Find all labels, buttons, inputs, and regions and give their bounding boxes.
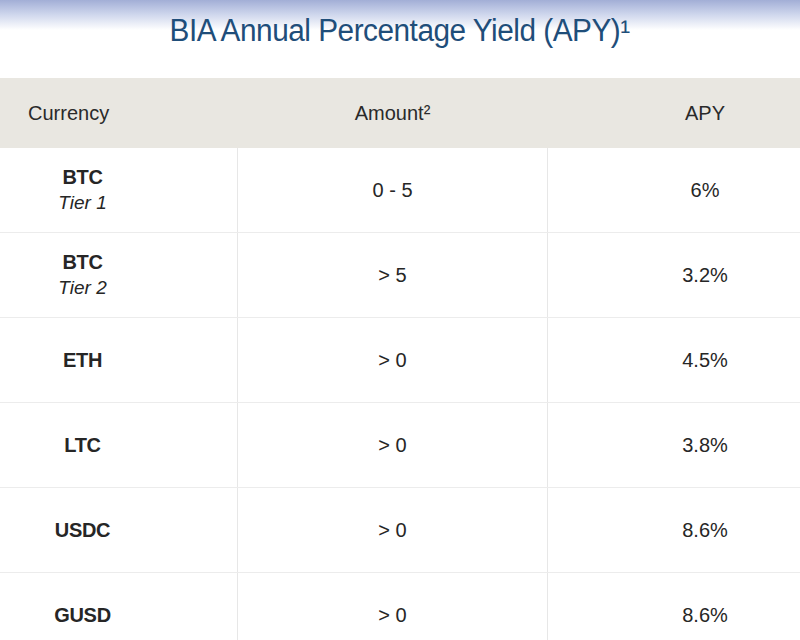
page: BIA Annual Percentage Yield (APY)¹ Curre… <box>0 0 800 640</box>
apy-cell: 8.6% <box>548 604 800 627</box>
amount-value: > 0 <box>238 434 547 457</box>
amount-value: > 5 <box>238 264 547 287</box>
table-header-row: Currency Amount² APY <box>0 78 800 148</box>
currency-name: BTC <box>62 251 102 274</box>
table-row: BTC Tier 2 > 5 3.2% <box>0 233 800 318</box>
amount-cell: 0 - 5 <box>237 148 548 232</box>
apy-cell: 6% <box>548 179 800 202</box>
currency-cell: BTC Tier 2 <box>0 233 237 317</box>
amount-value: 0 - 5 <box>238 179 547 202</box>
currency-name: BTC <box>62 166 102 189</box>
column-header-apy: APY <box>548 102 800 125</box>
amount-value: > 0 <box>238 519 547 542</box>
currency-name: GUSD <box>54 604 111 627</box>
amount-cell: > 5 <box>237 233 548 317</box>
currency-cell: USDC <box>0 488 237 572</box>
amount-cell: > 0 <box>237 488 548 572</box>
amount-cell: > 0 <box>237 403 548 487</box>
page-title: BIA Annual Percentage Yield (APY)¹ <box>170 13 630 49</box>
apy-cell: 4.5% <box>548 349 800 372</box>
apy-cell: 8.6% <box>548 519 800 542</box>
table-row: GUSD > 0 8.6% <box>0 573 800 640</box>
apy-cell: 3.2% <box>548 264 800 287</box>
table-row: BTC Tier 1 0 - 5 6% <box>0 148 800 233</box>
currency-cell: LTC <box>0 403 237 487</box>
currency-name: USDC <box>55 519 110 542</box>
top-gradient-banner: BIA Annual Percentage Yield (APY)¹ <box>0 0 800 78</box>
column-header-currency: Currency <box>0 102 237 125</box>
currency-tier: Tier 1 <box>58 192 106 214</box>
column-header-amount: Amount² <box>237 102 548 125</box>
table-row: ETH > 0 4.5% <box>0 318 800 403</box>
currency-tier: Tier 2 <box>58 277 106 299</box>
amount-value: > 0 <box>238 604 547 627</box>
table-row: LTC > 0 3.8% <box>0 403 800 488</box>
apy-table: Currency Amount² APY BTC Tier 1 0 - 5 6%… <box>0 78 800 640</box>
apy-cell: 3.8% <box>548 434 800 457</box>
currency-name: ETH <box>63 349 102 372</box>
currency-cell: GUSD <box>0 573 237 640</box>
amount-cell: > 0 <box>237 573 548 640</box>
amount-cell: > 0 <box>237 318 548 402</box>
currency-cell: ETH <box>0 318 237 402</box>
currency-name: LTC <box>64 434 101 457</box>
amount-value: > 0 <box>238 349 547 372</box>
currency-cell: BTC Tier 1 <box>0 148 237 232</box>
table-row: USDC > 0 8.6% <box>0 488 800 573</box>
